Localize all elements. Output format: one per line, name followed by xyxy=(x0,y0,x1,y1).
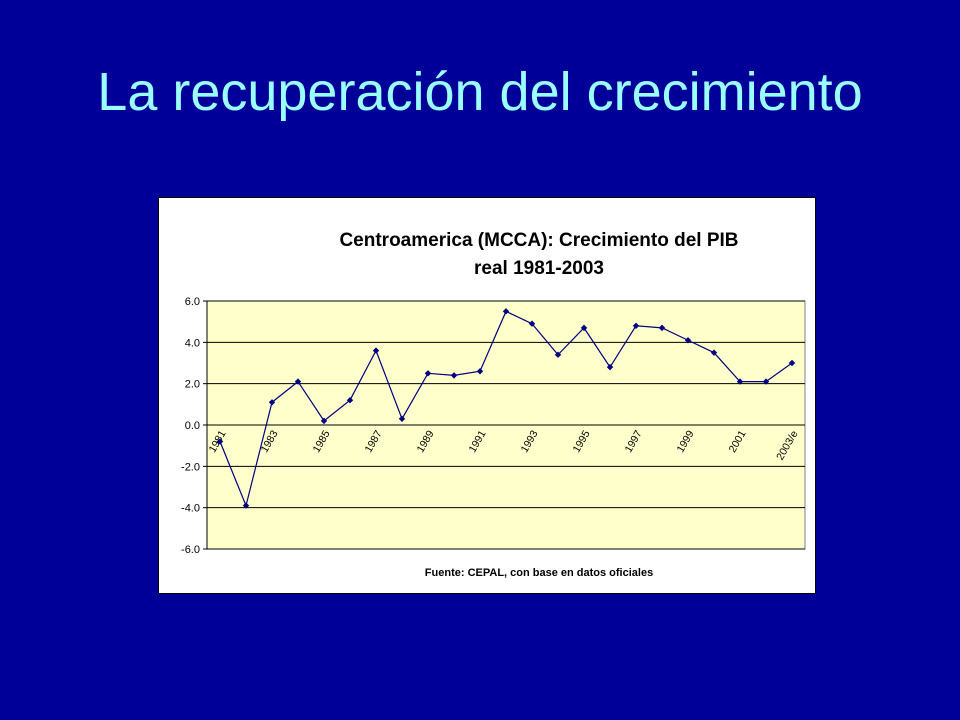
y-tick-label: 0.0 xyxy=(185,420,200,432)
chart-container: Centroamerica (MCCA): Crecimiento del PI… xyxy=(158,197,816,594)
data-point xyxy=(268,399,276,406)
data-point xyxy=(346,397,354,404)
y-tick-label: -4.0 xyxy=(181,503,200,515)
data-point xyxy=(216,438,224,445)
data-point xyxy=(476,368,484,375)
data-point xyxy=(762,378,770,385)
data-point xyxy=(372,347,380,354)
data-point xyxy=(658,324,666,332)
data-point xyxy=(424,370,432,377)
data-point xyxy=(736,378,744,385)
data-point xyxy=(294,378,302,385)
y-tick-label: 4.0 xyxy=(185,337,200,349)
data-point xyxy=(398,415,406,422)
data-point xyxy=(632,322,640,329)
y-tick-label: -2.0 xyxy=(181,461,200,473)
slide-title: La recuperación del crecimiento xyxy=(97,62,863,122)
data-point xyxy=(710,349,718,356)
line-chart: Centroamerica (MCCA): Crecimiento del PI… xyxy=(181,230,806,579)
data-point xyxy=(684,337,692,344)
data-point xyxy=(502,308,510,315)
data-point xyxy=(554,351,562,358)
data-point xyxy=(606,363,614,371)
data-point xyxy=(788,359,796,367)
chart-source-note: Fuente: CEPAL, con base en datos oficial… xyxy=(425,567,653,579)
y-tick-label: -6.0 xyxy=(181,544,200,556)
data-point xyxy=(528,320,536,327)
data-point xyxy=(580,324,588,332)
data-point xyxy=(450,372,458,379)
chart-title-line2: real 1981-2003 xyxy=(474,258,604,279)
chart-title-line1: Centroamerica (MCCA): Crecimiento del PI… xyxy=(339,230,738,251)
y-tick-label: 6.0 xyxy=(185,296,200,308)
y-tick-label: 2.0 xyxy=(185,379,200,391)
